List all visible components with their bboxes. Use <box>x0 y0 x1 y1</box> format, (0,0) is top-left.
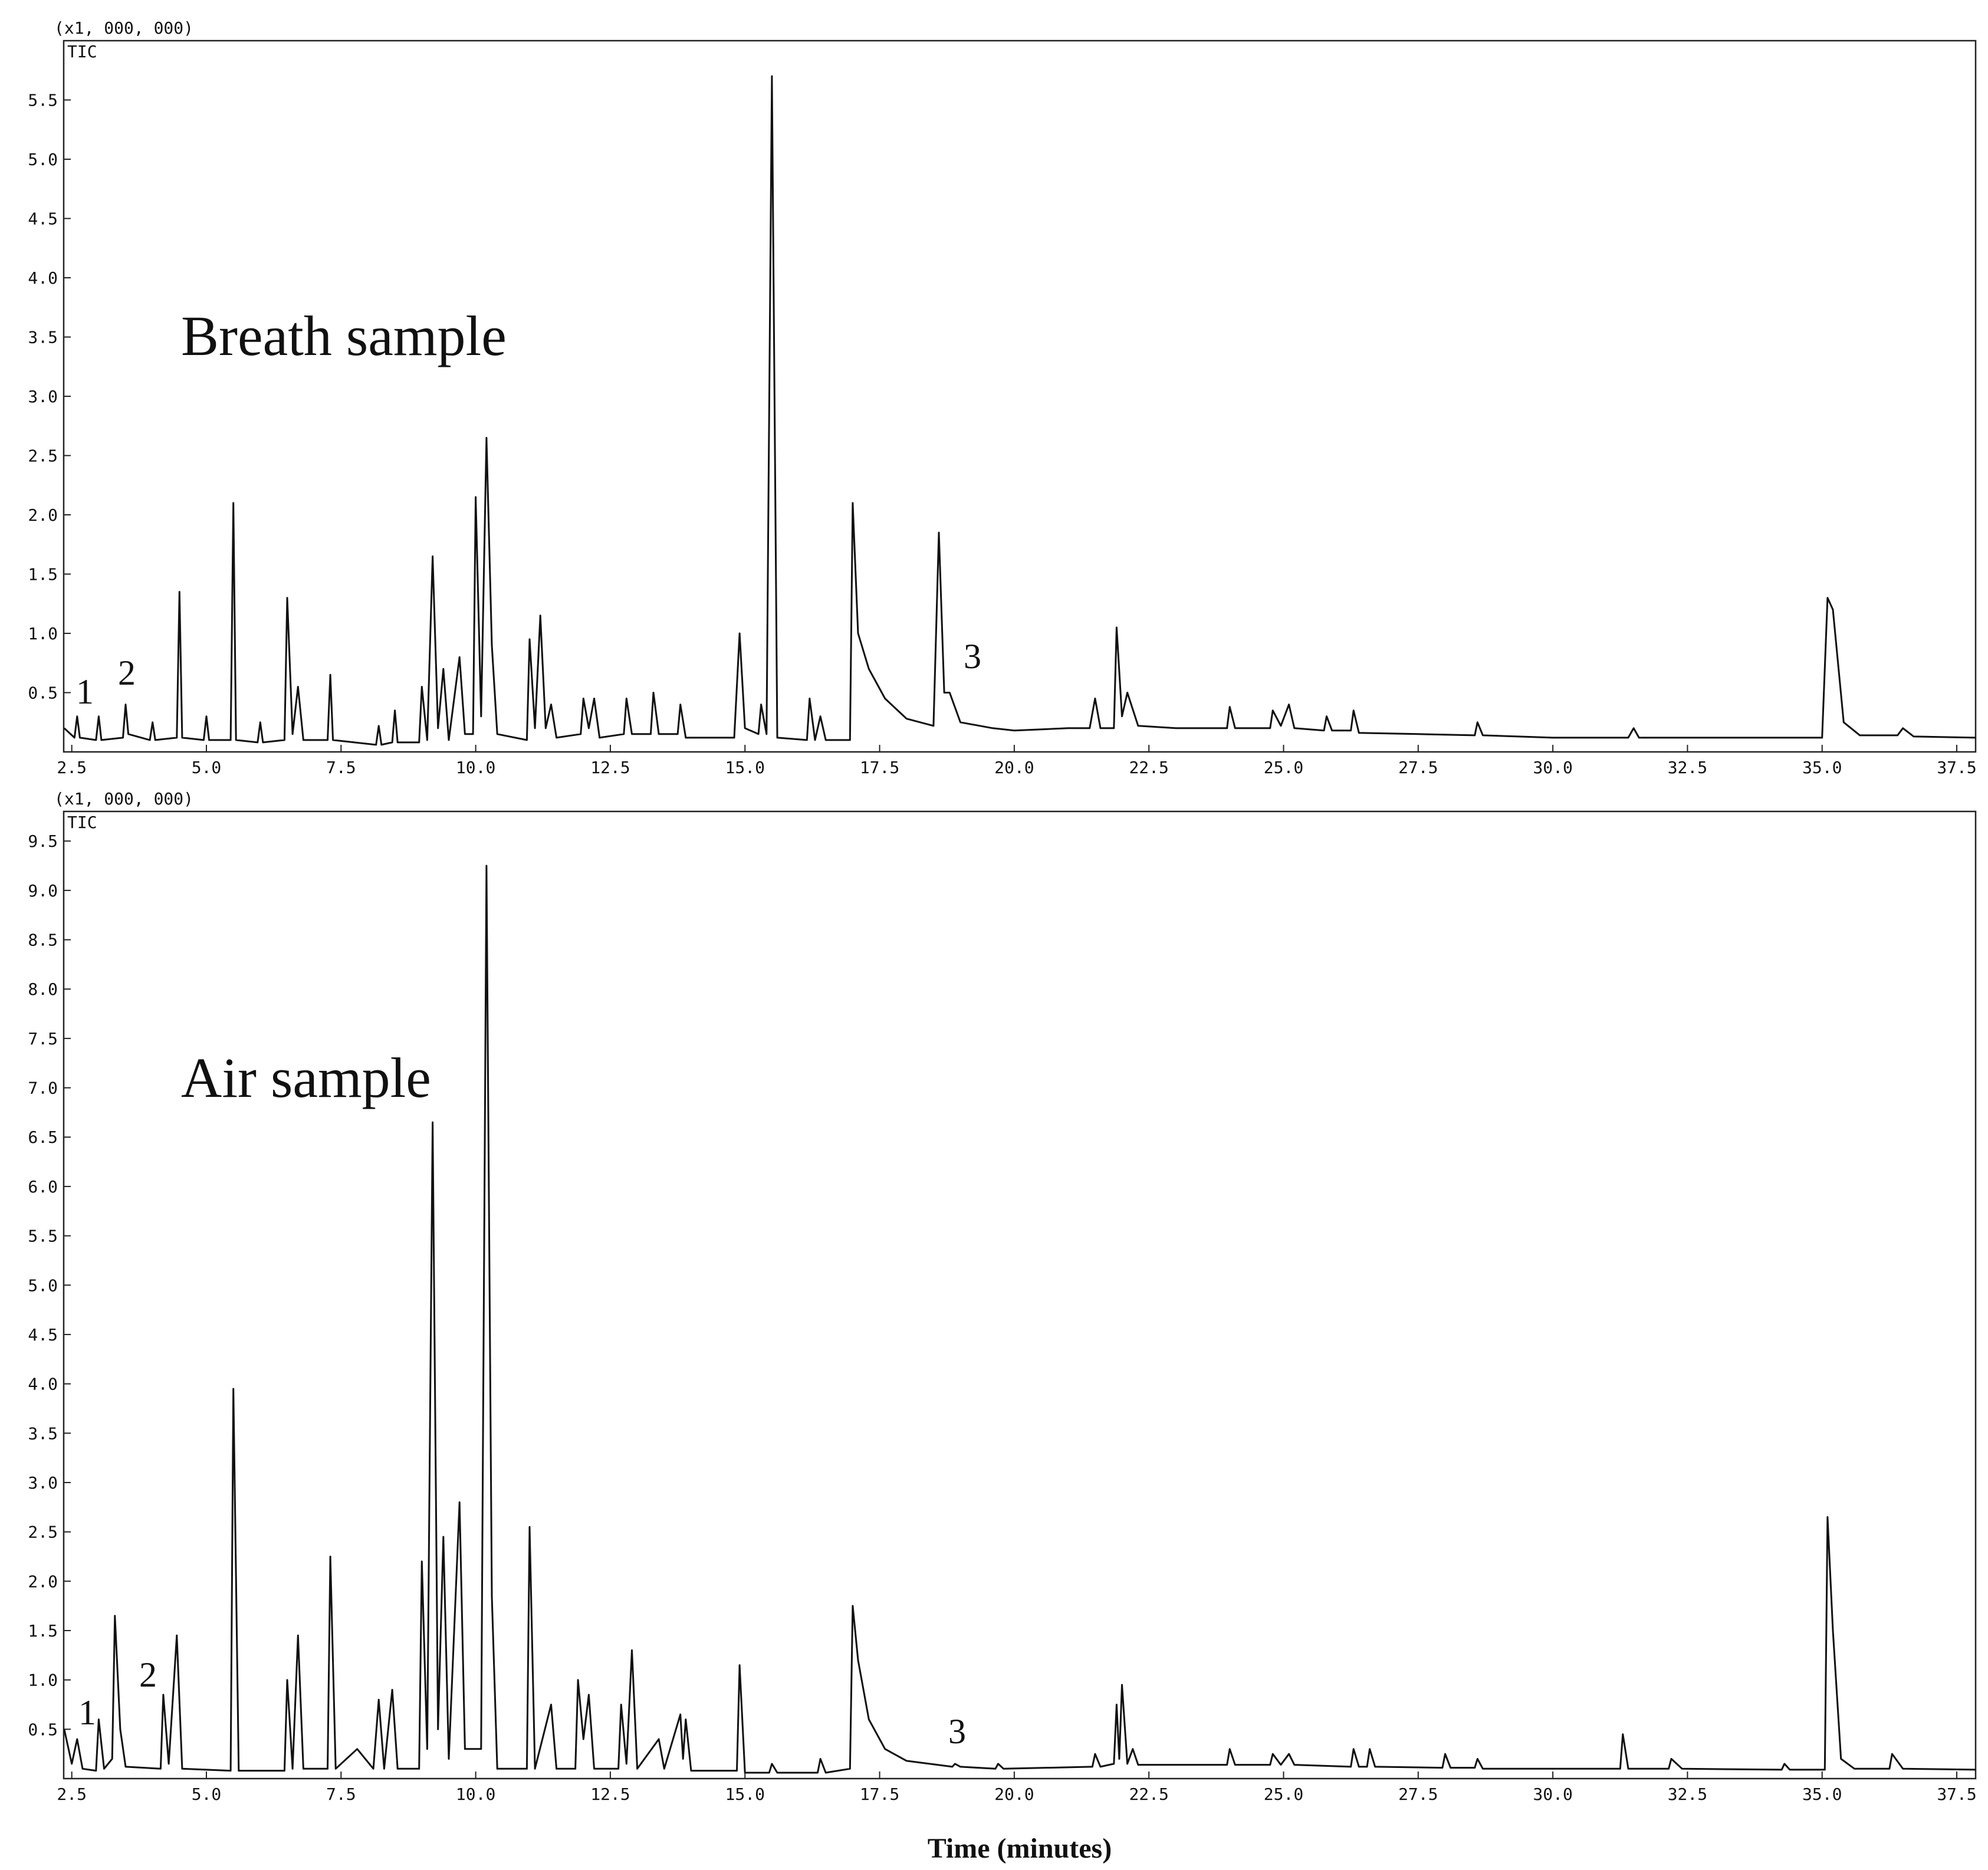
annotation: 1 <box>78 1693 96 1732</box>
x-tick-label: 32.5 <box>1668 758 1707 777</box>
x-tick-label: 17.5 <box>860 1784 899 1804</box>
y-tick-label: 2.0 <box>28 505 58 525</box>
x-tick-label: 20.0 <box>994 1784 1034 1804</box>
y-tick-label: 4.0 <box>28 268 58 288</box>
x-tick-label: 12.5 <box>590 1784 630 1804</box>
unit-label: (x1, 000, 000) <box>54 18 193 38</box>
x-tick-label: 37.5 <box>1937 758 1976 777</box>
annotation: 3 <box>948 1712 966 1751</box>
y-tick-label: 0.5 <box>28 683 58 703</box>
x-tick-label: 15.0 <box>725 758 765 777</box>
annotation: 2 <box>118 653 136 692</box>
x-tick-label: 25.0 <box>1264 1784 1303 1804</box>
plot-frame <box>63 40 1977 753</box>
annotation: 2 <box>139 1655 157 1694</box>
signal-line <box>63 75 1976 746</box>
y-tick-label: 0.5 <box>28 1720 58 1739</box>
x-tick-label: 25.0 <box>1264 758 1303 777</box>
y-tick-label: 6.0 <box>28 1177 58 1197</box>
y-tick-label: 5.5 <box>28 1227 58 1246</box>
x-tick-label: 22.5 <box>1129 758 1168 777</box>
y-tick-label: 1.5 <box>28 1621 58 1641</box>
y-tick-label: 4.5 <box>28 209 58 229</box>
y-tick-label: 7.0 <box>28 1079 58 1098</box>
x-tick-label: 27.5 <box>1398 1784 1438 1804</box>
y-tick-label: 8.0 <box>28 980 58 999</box>
annotation: Air sample <box>181 1046 431 1109</box>
signal-line <box>63 865 1976 1774</box>
y-tick-label: 3.0 <box>28 1473 58 1493</box>
y-tick-label: 1.5 <box>28 565 58 584</box>
y-tick-label: 3.5 <box>28 1424 58 1443</box>
x-tick-label: 22.5 <box>1129 1784 1168 1804</box>
y-tick-label: 2.5 <box>28 446 58 466</box>
x-tick-label: 7.5 <box>326 758 356 777</box>
y-tick-label: 3.5 <box>28 328 58 347</box>
y-tick-label: 1.0 <box>28 1671 58 1690</box>
x-tick-label: 17.5 <box>860 758 899 777</box>
y-tick-label: 2.0 <box>28 1572 58 1591</box>
signal-label: TIC <box>67 42 97 61</box>
annotation: 3 <box>964 637 981 676</box>
y-tick-label: 9.0 <box>28 881 58 901</box>
y-tick-label: 6.5 <box>28 1128 58 1147</box>
x-tick-label: 30.0 <box>1533 758 1572 777</box>
x-tick-label: 2.5 <box>57 758 87 777</box>
x-tick-label: 37.5 <box>1937 1784 1976 1804</box>
y-tick-label: 5.5 <box>28 91 58 110</box>
x-tick-label: 5.0 <box>192 758 222 777</box>
x-tick-label: 35.0 <box>1802 758 1842 777</box>
annotation: 1 <box>76 672 94 711</box>
x-tick-label: 30.0 <box>1533 1784 1572 1804</box>
y-tick-label: 7.5 <box>28 1029 58 1049</box>
x-tick-label: 7.5 <box>326 1784 356 1804</box>
y-tick-label: 2.5 <box>28 1523 58 1542</box>
plot-frame <box>63 810 1977 1780</box>
y-tick-label: 9.5 <box>28 832 58 851</box>
x-tick-label: 10.0 <box>456 1784 495 1804</box>
y-tick-label: 5.0 <box>28 150 58 169</box>
x-tick-label: 27.5 <box>1398 758 1438 777</box>
annotation: Breath sample <box>181 304 507 367</box>
x-tick-label: 20.0 <box>994 758 1034 777</box>
x-tick-label: 5.0 <box>192 1784 222 1804</box>
x-tick-label: 2.5 <box>57 1784 87 1804</box>
x-tick-label: 32.5 <box>1668 1784 1707 1804</box>
x-tick-label: 10.0 <box>456 758 495 777</box>
y-tick-label: 8.5 <box>28 931 58 950</box>
x-axis-label: Time (minutes) <box>928 1833 1112 1864</box>
y-tick-label: 5.0 <box>28 1276 58 1295</box>
x-tick-label: 12.5 <box>590 758 630 777</box>
y-tick-label: 1.0 <box>28 624 58 643</box>
y-tick-label: 4.0 <box>28 1375 58 1394</box>
y-tick-label: 4.5 <box>28 1325 58 1345</box>
x-tick-label: 15.0 <box>725 1784 765 1804</box>
signal-label: TIC <box>67 813 97 832</box>
unit-label: (x1, 000, 000) <box>54 789 193 809</box>
x-tick-label: 35.0 <box>1802 1784 1842 1804</box>
y-tick-label: 3.0 <box>28 387 58 406</box>
